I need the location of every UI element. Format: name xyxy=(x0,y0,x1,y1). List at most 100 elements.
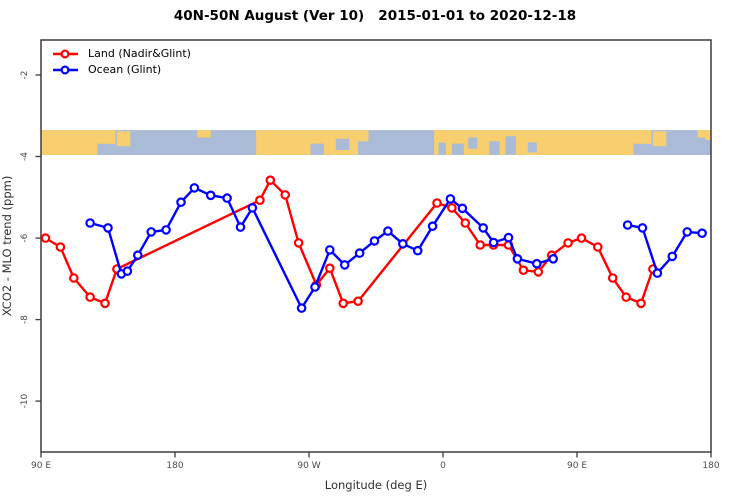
ocean-series-point xyxy=(247,203,258,213)
x-tick-label: 90 W xyxy=(297,461,320,471)
axis-ticks xyxy=(35,74,712,458)
ocean-series-point xyxy=(296,303,307,313)
land-series-point xyxy=(475,240,486,250)
y-tick-label: -8 xyxy=(20,315,30,324)
map-land-region xyxy=(97,130,116,144)
land-series-point xyxy=(607,273,618,283)
plot-border xyxy=(40,39,712,453)
ocean-series-point xyxy=(222,193,232,203)
ocean-series-point xyxy=(369,236,380,246)
x-tick-label: 90 E xyxy=(31,461,51,471)
ocean-series-point xyxy=(161,225,171,235)
land-series-point xyxy=(576,233,587,243)
x-tick-label: 180 xyxy=(702,461,719,471)
ocean-series-point xyxy=(383,226,393,236)
land-series-point xyxy=(293,238,304,248)
land-series-point xyxy=(563,238,573,248)
land-series-point xyxy=(353,296,363,307)
axis-tick-labels: 90 E 180 90 W 0 90 E 180 -2 -4 -6 -8 -10 xyxy=(20,71,720,471)
land-series-point xyxy=(460,218,471,228)
ocean-series-point xyxy=(667,251,678,262)
land-series-point xyxy=(55,242,66,252)
ocean-series-point xyxy=(133,250,143,261)
ocean-series-point xyxy=(354,248,365,258)
land-series-point xyxy=(592,242,603,252)
ocean-series-point xyxy=(205,190,216,201)
map-band xyxy=(41,130,711,155)
map-land-region xyxy=(633,130,652,144)
land-series-point xyxy=(636,298,646,309)
ocean-series-point xyxy=(339,260,350,270)
x-tick-label: 180 xyxy=(166,461,183,471)
y-tick-label: -2 xyxy=(20,71,30,80)
ocean-series-point xyxy=(310,282,320,292)
x-axis-title: Longitude (deg E) xyxy=(325,478,427,492)
legend-item-land: Land (Nadir&Glint) xyxy=(52,46,191,62)
y-axis-title: XCO2 - MLO trend (ppm) xyxy=(0,176,14,317)
land-series-point xyxy=(100,298,110,309)
map-land-region xyxy=(705,130,711,140)
map-land-region xyxy=(116,131,131,147)
y-tick-label: -10 xyxy=(20,393,30,408)
map-ocean-region xyxy=(310,143,324,155)
land-series-point xyxy=(265,175,276,186)
land-series-point xyxy=(280,190,291,200)
land-series-point xyxy=(85,292,95,302)
ocean-series-point xyxy=(548,253,559,264)
land-series-point xyxy=(432,198,442,208)
ocean-series-point xyxy=(512,253,523,264)
land-series-point xyxy=(338,298,349,309)
land-series-line xyxy=(44,178,655,305)
ocean-series-point xyxy=(682,227,693,237)
ocean-series-point xyxy=(85,218,95,228)
ocean-series-point xyxy=(235,222,246,232)
map-ocean-region xyxy=(489,141,500,155)
land-series xyxy=(40,175,658,309)
map-land-region xyxy=(41,130,98,155)
map-land-region xyxy=(358,130,369,142)
map-ocean-region xyxy=(438,142,446,155)
x-tick-label: 90 E xyxy=(567,461,587,471)
land-series-point xyxy=(518,265,529,276)
y-tick-label: -4 xyxy=(20,152,30,161)
legend-label-ocean: Ocean (Glint) xyxy=(88,63,162,76)
ocean-series-point xyxy=(146,227,157,237)
land-series-point xyxy=(447,203,457,213)
land-series-point xyxy=(255,195,265,206)
map-ocean-region xyxy=(468,137,478,149)
ocean-series-point xyxy=(397,239,408,249)
map-ocean-region xyxy=(505,136,516,155)
ocean-series-point xyxy=(189,183,200,193)
legend-label-land: Land (Nadir&Glint) xyxy=(88,47,191,60)
ocean-series-point xyxy=(531,258,542,269)
ocean-series-point xyxy=(488,237,499,248)
ocean-series-point xyxy=(427,221,438,232)
ocean-series-point xyxy=(478,223,489,233)
ocean-series xyxy=(85,183,707,313)
ocean-series-point xyxy=(445,194,456,204)
map-land-region xyxy=(652,131,667,147)
legend-item-ocean: Ocean (Glint) xyxy=(52,62,191,78)
map-ocean-region xyxy=(335,138,350,150)
land-series-point xyxy=(69,273,79,283)
ocean-series-point xyxy=(176,197,186,208)
land-series-point xyxy=(621,292,631,302)
chart-title: 40N-50N August (Ver 10) 2015-01-01 to 20… xyxy=(173,8,577,24)
land-series-point xyxy=(324,263,335,274)
map-land-region xyxy=(697,130,705,138)
ocean-series-point xyxy=(457,203,468,214)
ocean-series-point xyxy=(503,232,514,243)
ocean-series-point xyxy=(122,266,133,276)
ocean-series-point xyxy=(412,245,423,256)
ocean-series-symbol xyxy=(53,65,78,75)
land-series-symbol xyxy=(53,49,78,59)
land-series-point xyxy=(533,267,544,277)
map-land-region xyxy=(197,130,211,138)
ocean-series-point xyxy=(637,223,648,233)
y-tick-label: -6 xyxy=(20,233,30,242)
land-series-point xyxy=(40,233,51,243)
x-tick-label: 0 xyxy=(440,461,446,471)
map-ocean-region xyxy=(451,143,464,155)
plot-area: 90 E 180 90 W 0 90 E 180 -2 -4 -6 -8 -10 xyxy=(20,39,720,471)
